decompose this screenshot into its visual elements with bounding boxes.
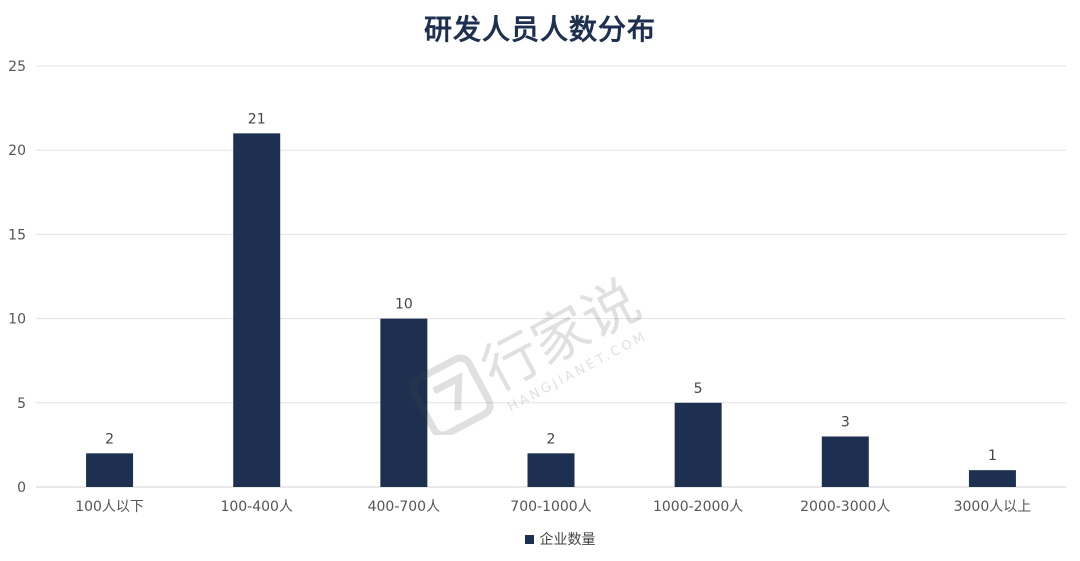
data-label: 3: [841, 414, 850, 430]
bar: [821, 436, 869, 487]
y-tick-label: 5: [17, 396, 26, 412]
bar: [674, 402, 722, 487]
y-tick-label: 25: [8, 59, 26, 75]
data-label: 10: [395, 297, 413, 313]
x-tick-label: 100人以下: [75, 499, 144, 515]
bar: [380, 318, 428, 487]
data-label: 5: [694, 381, 703, 397]
legend-label: 企业数量: [539, 532, 596, 548]
x-tick-label: 2000-3000人: [800, 499, 890, 515]
x-tick-label: 400-700人: [368, 499, 441, 515]
x-tick-label: 3000人以上: [954, 499, 1032, 515]
y-tick-label: 15: [8, 227, 26, 243]
y-tick-label: 20: [8, 143, 26, 159]
legend: 企业数量: [0, 529, 1080, 549]
y-tick-label: 0: [17, 480, 26, 496]
data-label: 1: [988, 448, 997, 464]
bar: [86, 453, 134, 487]
x-tick-label: 700-1000人: [510, 499, 591, 515]
y-tick-label: 10: [8, 312, 26, 328]
chart-title: 研发人员人数分布: [423, 13, 656, 46]
data-label: 2: [105, 431, 114, 447]
data-label: 2: [547, 431, 556, 447]
x-tick-label: 1000-2000人: [653, 499, 743, 515]
legend-swatch: [524, 534, 534, 544]
x-tick-label: 100-400人: [220, 499, 293, 515]
data-label: 21: [248, 111, 266, 127]
bar: [233, 133, 281, 488]
bar: [527, 453, 575, 487]
bar: [968, 470, 1016, 487]
